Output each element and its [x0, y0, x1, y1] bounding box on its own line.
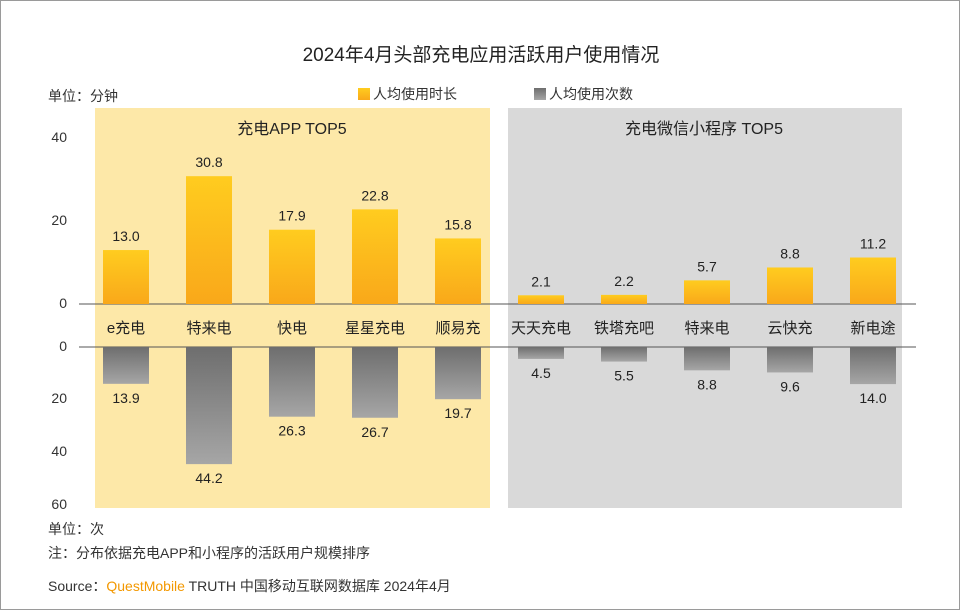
value-label-duration: 22.8: [361, 187, 388, 203]
bar-count: [435, 347, 481, 400]
bar-duration: [435, 238, 481, 304]
bar-count: [684, 347, 730, 371]
value-label-duration: 2.1: [531, 273, 551, 289]
category-label: 特来电: [186, 320, 231, 337]
value-labels-count: 13.9 44.2 26.3 26.7 19.7 4.5 5.5 8.8 9.6 14.0: [112, 365, 886, 486]
unit-bottom-label: 单位：次: [48, 521, 104, 537]
group-bg-mini: [508, 108, 902, 508]
category-label: 云快充: [767, 320, 812, 337]
source-line: Source：QuestMobile TRUTH 中国移动互联网数据库 2024…: [48, 578, 451, 594]
legend-swatch-duration: [358, 88, 370, 100]
value-label-count: 13.9: [112, 390, 139, 406]
value-label-duration: 17.9: [278, 208, 305, 224]
value-label-duration: 5.7: [697, 258, 717, 274]
y-tick-top: 0: [59, 295, 67, 311]
y-tick-bottom: 20: [51, 390, 67, 406]
y-tick-bottom: 40: [51, 443, 67, 459]
legend-swatch-count: [534, 88, 546, 100]
bar-duration: [269, 229, 315, 304]
bar-duration: [518, 295, 564, 304]
value-label-count: 9.6: [780, 378, 800, 394]
category-label: 新电途: [850, 320, 895, 337]
bar-count: [186, 347, 232, 465]
value-label-duration: 8.8: [780, 245, 800, 261]
bar-duration: [352, 209, 398, 304]
source-rest: TRUTH 中国移动互联网数据库 2024年4月: [185, 578, 451, 594]
value-label-count: 5.5: [614, 368, 634, 384]
category-labels: e充电 特来电 快电 星星充电 顺易充 天天充电 铁塔充吧 特来电 云快充 新电途: [107, 320, 896, 337]
value-label-duration: 15.8: [444, 216, 471, 232]
bar-duration: [850, 257, 896, 304]
bar-count: [269, 347, 315, 417]
unit-top-label: 单位：分钟: [48, 88, 118, 104]
y-tick-bottom: 0: [59, 338, 67, 354]
bar-duration: [767, 267, 813, 304]
bar-count: [850, 347, 896, 385]
bar-duration: [103, 250, 149, 304]
value-label-count: 26.7: [361, 424, 388, 440]
bar-count: [601, 347, 647, 362]
value-label-duration: 13.0: [112, 228, 139, 244]
source-label: Source：: [48, 578, 106, 594]
value-label-duration: 30.8: [195, 154, 222, 170]
value-label-count: 8.8: [697, 376, 717, 392]
category-label: 顺易充: [435, 320, 480, 337]
category-label: 星星充电: [345, 320, 405, 337]
y-tick-top: 20: [51, 212, 67, 228]
legend-label-count: 人均使用次数: [549, 86, 633, 102]
value-label-duration: 11.2: [860, 236, 886, 252]
value-label-duration: 2.2: [614, 273, 634, 289]
group-label-app: 充电APP TOP5: [237, 120, 346, 138]
value-label-count: 19.7: [444, 405, 471, 421]
value-label-count: 44.2: [195, 470, 222, 486]
category-label: e充电: [107, 320, 145, 337]
category-label: 特来电: [684, 320, 729, 337]
value-labels-duration: 13.0 30.8 17.9 22.8 15.8 2.1 2.2 5.7 8.8 11.2: [112, 154, 886, 289]
bar-count: [103, 347, 149, 384]
value-label-count: 14.0: [859, 390, 886, 406]
value-label-count: 26.3: [278, 423, 305, 439]
y-axis-top-ticks: 40 20 0: [51, 129, 67, 311]
group-label-mini: 充电微信小程序 TOP5: [625, 120, 783, 138]
bar-duration: [186, 176, 232, 304]
legend-label-duration: 人均使用时长: [373, 86, 457, 102]
bar-duration: [684, 280, 730, 304]
source-brand: QuestMobile: [106, 578, 185, 594]
bar-duration: [601, 294, 647, 304]
bar-count: [518, 347, 564, 359]
value-label-count: 4.5: [531, 365, 551, 381]
y-tick-top: 40: [51, 129, 67, 145]
bar-count: [767, 347, 813, 373]
category-label: 快电: [277, 320, 307, 337]
category-label: 天天充电: [511, 320, 571, 337]
y-tick-bottom: 60: [51, 496, 67, 512]
category-label: 铁塔充吧: [594, 320, 654, 337]
bar-count: [352, 347, 398, 418]
bars-duration: [103, 176, 896, 304]
bars-count: [103, 347, 896, 465]
group-bg-app: [95, 108, 490, 508]
chart-title: 2024年4月头部充电应用活跃用户使用情况: [303, 44, 660, 66]
footnote: 注：分布依据充电APP和小程序的活跃用户规模排序: [48, 545, 370, 561]
y-axis-bottom-ticks: 0 20 40 60: [51, 338, 67, 512]
